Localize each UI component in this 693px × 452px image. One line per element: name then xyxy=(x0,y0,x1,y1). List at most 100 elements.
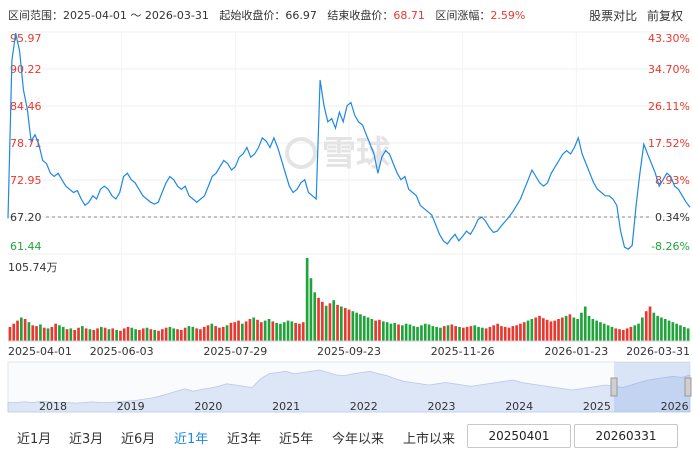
open-price-value: 66.97 xyxy=(285,9,317,22)
volume-bar xyxy=(496,323,499,341)
watermark-logo-icon xyxy=(285,137,317,169)
y-tick-label-left: 84.46 xyxy=(10,100,42,113)
range-value: 2025-04-01 ～ 2026-03-31 xyxy=(63,9,209,22)
close-price-label: 结束收盘价： xyxy=(327,9,394,22)
y-tick-label-left: 61.44 xyxy=(10,240,42,253)
volume-bar xyxy=(46,328,50,341)
volume-bar xyxy=(397,324,400,341)
navigator-year-label: 2020 xyxy=(194,400,222,413)
period-5y[interactable]: 近5年 xyxy=(279,432,314,447)
volume-bar xyxy=(362,315,366,341)
volume-bar xyxy=(435,326,438,341)
volume-bar xyxy=(206,325,210,341)
volume-bar xyxy=(641,317,644,341)
y-tick-label-right: -8.26% xyxy=(651,240,690,253)
header-links: 股票对比 前复权 xyxy=(583,7,683,24)
volume-bar xyxy=(241,323,244,341)
volume-bar xyxy=(35,326,38,341)
volume-bar xyxy=(423,323,427,341)
period-1y[interactable]: 近1年 xyxy=(174,432,209,447)
navigator-year-label: 2019 xyxy=(117,400,145,413)
navigator-year-label: 2018 xyxy=(39,400,67,413)
date-to-input[interactable]: 20260331 xyxy=(574,424,678,448)
navigator-selection[interactable] xyxy=(614,362,690,412)
volume-bar xyxy=(50,326,54,341)
watermark-text: 雪球 xyxy=(322,134,391,174)
volume-bar xyxy=(279,323,282,341)
volume-bar xyxy=(111,328,115,341)
range-navigator[interactable]: 2018 2019 2020 2021 2022 2023 2024 2025 2026 xyxy=(7,361,692,413)
volume-bar xyxy=(644,311,648,341)
volume-bar xyxy=(576,319,579,341)
volume-bar xyxy=(393,322,397,341)
period-since-listing[interactable]: 上市以来 xyxy=(403,432,456,447)
period-ytd[interactable]: 今年以来 xyxy=(332,432,385,447)
volume-bar xyxy=(599,322,602,341)
volume-bar xyxy=(305,258,309,341)
volume-bar xyxy=(637,323,640,341)
volume-bar xyxy=(530,319,534,341)
volume-bar xyxy=(610,326,614,341)
volume-bar xyxy=(427,324,431,341)
volume-bar xyxy=(595,320,598,341)
period-6m[interactable]: 近6月 xyxy=(121,432,156,447)
volume-bar xyxy=(145,327,149,341)
volume-bar xyxy=(366,317,370,341)
period-3y[interactable]: 近3年 xyxy=(227,432,262,447)
x-tick-label: 2025-06-03 xyxy=(90,345,154,358)
navigator-year-label: 2022 xyxy=(350,400,378,413)
volume-bar xyxy=(321,301,324,341)
volume-bar xyxy=(298,323,301,341)
navigator-year-label: 2021 xyxy=(272,400,300,413)
change-label: 区间涨幅： xyxy=(435,9,491,22)
volume-bar xyxy=(27,322,31,341)
period-3m[interactable]: 近3月 xyxy=(69,432,104,447)
volume-bar xyxy=(686,328,690,341)
volume-bar xyxy=(336,304,339,341)
volume-bar xyxy=(473,325,477,341)
volume-bar xyxy=(549,321,553,341)
volume-bar xyxy=(81,326,84,341)
volume-bar xyxy=(103,327,107,341)
volume-bar xyxy=(469,326,473,341)
volume-bar xyxy=(385,322,389,341)
compare-stocks-link[interactable]: 股票对比 xyxy=(589,9,638,23)
y-axis-right: 43.30%34.70%26.11%17.52%8.93%0.34%-8.26% xyxy=(648,32,690,253)
navigator-right-handle[interactable] xyxy=(684,377,692,397)
volume-bar xyxy=(458,326,461,341)
volume-bar xyxy=(538,315,541,341)
volume-bar xyxy=(141,328,145,341)
volume-bar xyxy=(553,320,557,341)
volume-bar xyxy=(100,326,103,341)
period-1m[interactable]: 近1月 xyxy=(17,432,52,447)
volume-bar xyxy=(431,326,435,341)
adjust-mode-toggle[interactable]: 前复权 xyxy=(646,9,683,23)
volume-bar xyxy=(161,329,164,341)
volume-bar xyxy=(294,322,297,341)
volume-bar xyxy=(587,315,591,341)
volume-bar xyxy=(88,329,92,341)
price-line xyxy=(7,32,691,250)
navigator-area xyxy=(7,369,691,413)
volume-bar xyxy=(119,330,122,341)
volume-bar xyxy=(667,320,671,341)
date-from-input[interactable]: 20250401 xyxy=(467,424,571,448)
watermark: 雪球 xyxy=(285,134,391,174)
volume-bar xyxy=(488,326,492,341)
volume-bar xyxy=(69,328,73,341)
volume-bar xyxy=(648,306,652,341)
navigator-left-handle[interactable] xyxy=(610,377,618,397)
volume-bar xyxy=(252,317,256,341)
volume-bar xyxy=(138,330,141,341)
volume-bar xyxy=(221,326,225,341)
volume-bar xyxy=(534,317,538,341)
volume-bar xyxy=(183,327,187,341)
volume-bar xyxy=(61,326,65,341)
volume-bar xyxy=(462,327,465,341)
volume-bar xyxy=(416,326,419,341)
volume-bar xyxy=(317,297,320,341)
volume-bar xyxy=(301,322,305,341)
volume-bar xyxy=(122,328,126,341)
volume-bar xyxy=(382,321,385,341)
